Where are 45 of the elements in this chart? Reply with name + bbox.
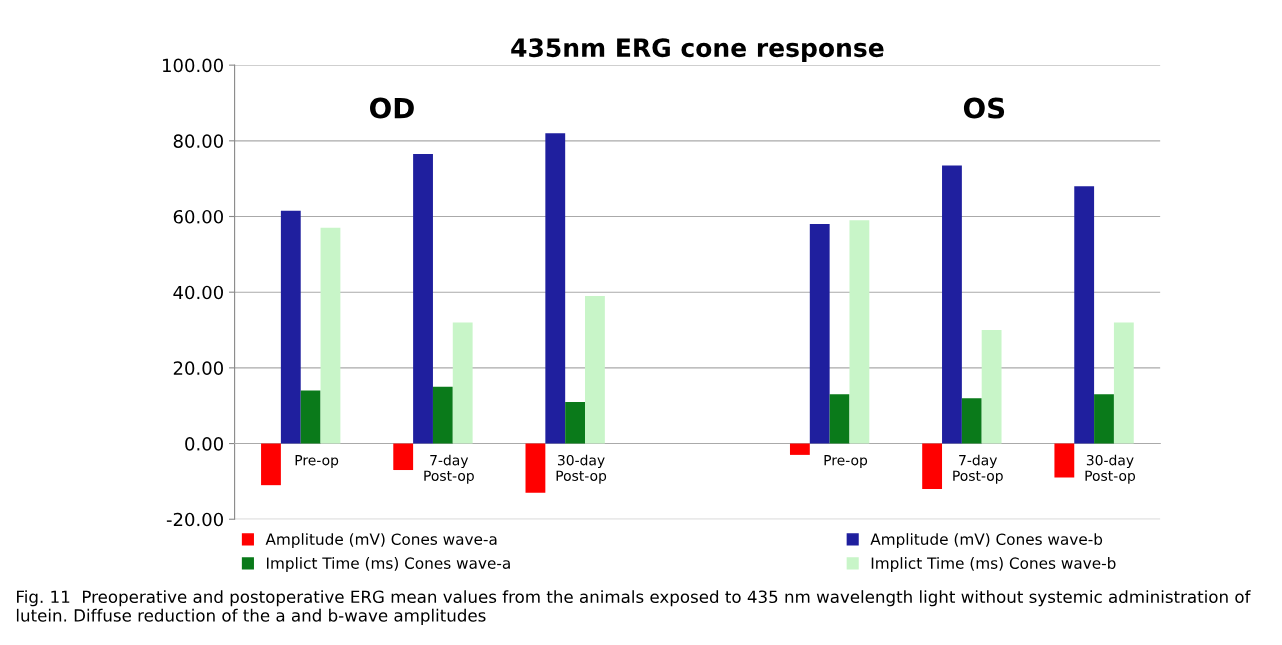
x-tick-label: Pre-op: [295, 455, 339, 469]
legend-label: Amplitude (mV) Cones wave-a: [265, 533, 497, 548]
bar: [1094, 394, 1114, 444]
bar: [585, 295, 605, 444]
y-tick-label: 40.00: [173, 285, 223, 300]
bar: [849, 220, 870, 444]
bar: [393, 443, 414, 471]
y-tick-label: 80.00: [173, 134, 223, 148]
bar: [1113, 322, 1134, 444]
legend-label: Implict Time (ms) Cones wave-b: [871, 557, 1116, 572]
bar: [525, 443, 546, 493]
legend-label: Implict Time (ms) Cones wave-a: [266, 557, 510, 572]
legend-label: Amplitude (mV) Cones wave-b: [870, 533, 1103, 548]
bar: [1074, 186, 1095, 444]
bar: [922, 443, 943, 489]
bar: [452, 322, 473, 444]
y-tick-label: 0.00: [185, 437, 223, 451]
x-tick-label: 30-day Post-op: [556, 454, 607, 484]
bar: [300, 390, 321, 444]
annotation: OS: [963, 97, 1005, 119]
bar: [981, 330, 1002, 444]
x-tick-label: 7-day Post-op: [424, 454, 474, 484]
y-tick-label: -20.00: [166, 512, 223, 527]
y-tick-label: 100.00: [163, 58, 223, 73]
chart-title: 435nm ERG cone response: [511, 38, 884, 63]
bar: [432, 386, 453, 444]
bar: [565, 401, 586, 444]
bar: [261, 443, 281, 486]
x-tick-label: 30-day Post-op: [1085, 454, 1136, 484]
bar: [280, 210, 301, 444]
x-tick-label: Pre-op: [824, 455, 868, 469]
bar: [829, 394, 850, 444]
bar: [545, 133, 566, 444]
bar: [413, 154, 433, 444]
x-tick-label: 7-day Post-op: [953, 454, 1003, 484]
annotation: OD: [370, 97, 414, 119]
bar: [961, 398, 982, 444]
bar: [809, 224, 830, 444]
bar: [789, 443, 810, 455]
y-tick-label: 20.00: [173, 361, 223, 375]
bar: [1054, 443, 1075, 478]
caption: Fig. 11 Preoperative and postoperative ERG mean values from the animals exposed to 435 nm wavelength light without systemic administration of lutein. Diffuse reduction of the a and b-wave amplitudes: [16, 590, 1251, 625]
y-tick-label: 60.00: [173, 209, 223, 224]
bar: [942, 165, 962, 444]
bar: [320, 227, 341, 444]
